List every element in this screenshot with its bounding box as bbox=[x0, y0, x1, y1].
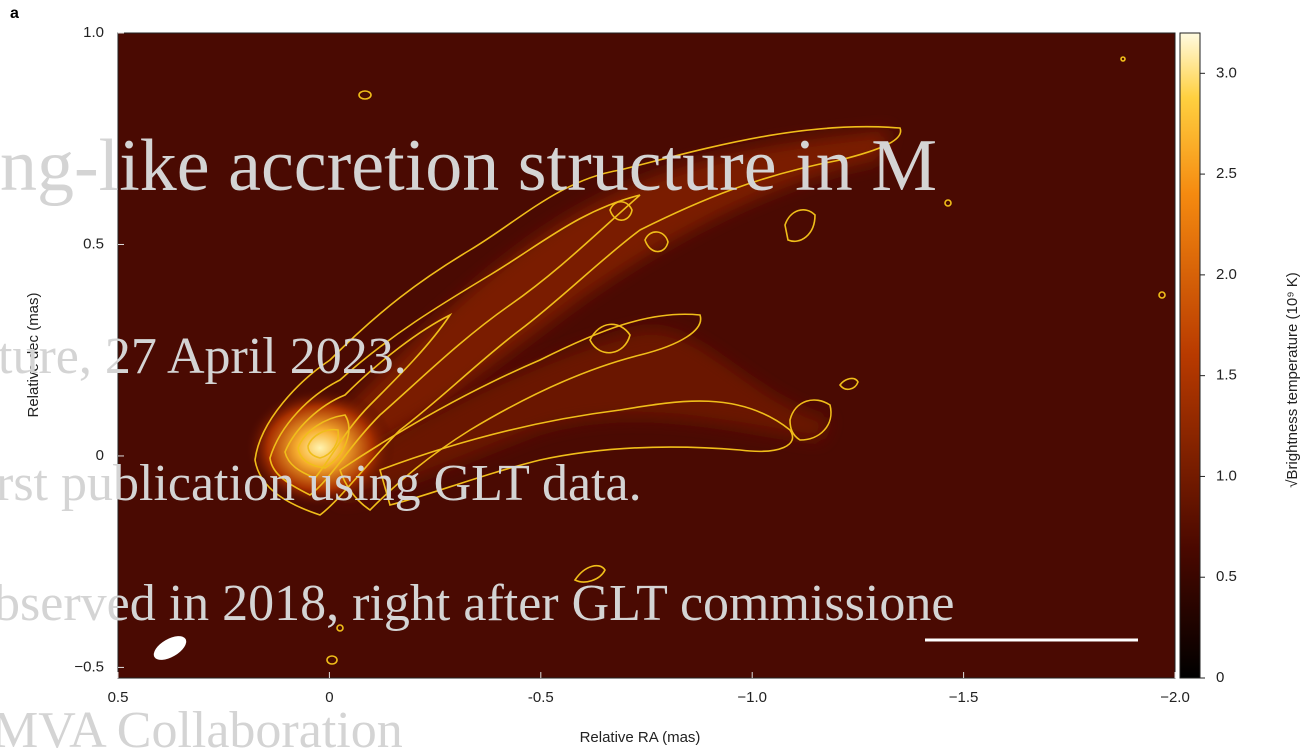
overlay-line: MVA Collaboration bbox=[0, 702, 403, 755]
beam bbox=[153, 636, 187, 660]
y-tick-label: 1.0 bbox=[83, 24, 104, 41]
y-tick-label: 0.5 bbox=[83, 235, 104, 252]
x-axis-label: Relative RA (mas) bbox=[580, 729, 701, 746]
colorbar-label: √Brightness temperature (10⁹ K) bbox=[1284, 272, 1301, 488]
colorbar-tick-label: 3.0 bbox=[1216, 64, 1237, 81]
jet-image bbox=[153, 56, 1166, 665]
x-tick-label: −2.0 bbox=[1160, 689, 1190, 706]
x-tick-label: −1.5 bbox=[949, 689, 979, 706]
colorbar-tick-label: 0 bbox=[1216, 669, 1224, 686]
x-tick-label: −1.0 bbox=[737, 689, 767, 706]
y-tick-label: −0.5 bbox=[74, 658, 104, 675]
colorbar-tick-label: 1.0 bbox=[1216, 467, 1237, 484]
x-tick-label: 0 bbox=[325, 689, 333, 706]
overlay-text: ng-like accretion structure in M ture, 2… bbox=[0, 125, 954, 755]
colorbar-tick-label: 2.0 bbox=[1216, 266, 1237, 283]
plot-frame bbox=[117, 32, 1176, 679]
overlay-line: ng-like accretion structure in M bbox=[0, 125, 937, 207]
colorbar-tick-label: 2.5 bbox=[1216, 165, 1237, 182]
x-tick-label: -0.5 bbox=[528, 689, 554, 706]
overlay-line: ture, 27 April 2023. bbox=[0, 328, 407, 385]
x-tick-label: 0.5 bbox=[108, 689, 129, 706]
overlay-line: bserved in 2018, right after GLT commiss… bbox=[0, 575, 954, 632]
panel-label: a bbox=[10, 5, 19, 22]
colorbar bbox=[1179, 32, 1201, 679]
colorbar-tick-label: 0.5 bbox=[1216, 568, 1237, 585]
y-tick-label: 0 bbox=[96, 447, 104, 464]
colorbar-tick-label: 1.5 bbox=[1216, 367, 1237, 384]
y-axis-label: Relative dec (mas) bbox=[25, 292, 42, 417]
plot bbox=[117, 32, 1201, 679]
overlay-line: rst publication using GLT data. bbox=[0, 455, 642, 512]
